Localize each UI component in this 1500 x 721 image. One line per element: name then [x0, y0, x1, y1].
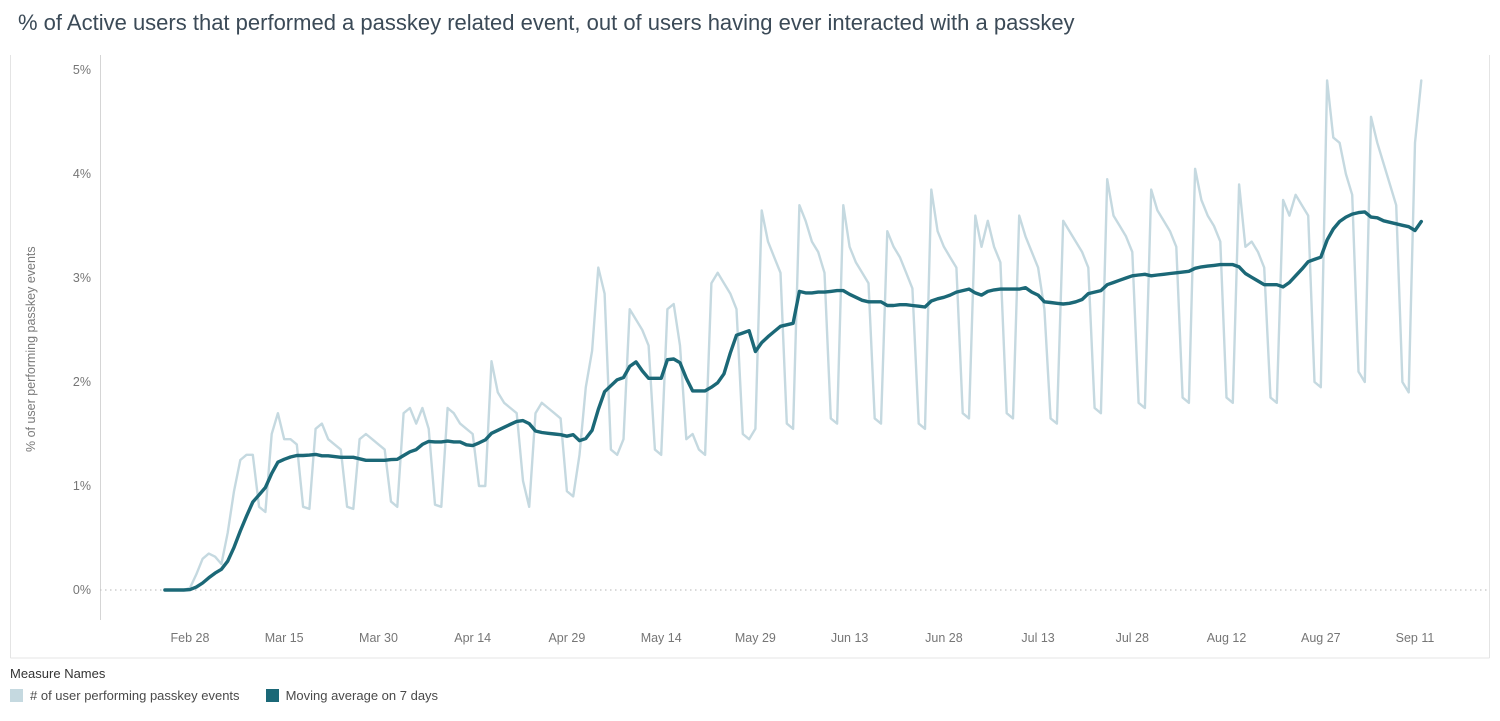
line-chart[interactable]: 0% 1% 2% 3% 4% 5% Feb 28 Mar 15 Mar 30 Apr 14 Apr … — [0, 0, 1500, 660]
series-daily-line[interactable] — [163, 79, 1423, 592]
x-tick-label: Aug 12 — [1207, 631, 1247, 645]
legend-label-moving-average: Moving average on 7 days — [285, 688, 439, 703]
x-tick-label: Mar 30 — [359, 631, 398, 645]
x-tick-label: Jun 28 — [925, 631, 963, 645]
x-tick-label: Feb 28 — [171, 631, 210, 645]
x-tick-label: Apr 29 — [548, 631, 585, 645]
legend-rows: # of user performing passkey events Movi… — [10, 688, 1490, 703]
y-tick-label: 5% — [73, 63, 91, 77]
series-moving-average-line[interactable] — [163, 210, 1424, 592]
legend-title: Measure Names — [10, 666, 106, 681]
x-tick-label: Jul 13 — [1021, 631, 1054, 645]
legend-entry-daily[interactable]: # of user performing passkey events — [10, 688, 240, 703]
x-tick-label: Jul 28 — [1116, 631, 1149, 645]
x-tick-label: Jun 13 — [831, 631, 869, 645]
y-tick-label: 4% — [73, 167, 91, 181]
y-tick-label: 1% — [73, 479, 91, 493]
x-tick-label: Mar 15 — [265, 631, 304, 645]
x-tick-label: Sep 11 — [1396, 631, 1435, 645]
legend-label-daily: # of user performing passkey events — [30, 688, 240, 703]
legend-entry-moving-average[interactable]: Moving average on 7 days — [265, 688, 439, 703]
x-tick-label: May 14 — [641, 631, 682, 645]
legend-swatch-moving-average-icon[interactable] — [265, 689, 279, 702]
x-tick-label: Apr 14 — [454, 631, 491, 645]
y-tick-label: 0% — [73, 583, 91, 597]
x-tick-label: May 29 — [735, 631, 776, 645]
y-tick-label: 3% — [73, 271, 91, 285]
legend-swatch-daily-icon[interactable] — [10, 689, 23, 702]
x-tick-label: Aug 27 — [1301, 631, 1341, 645]
chart-title: % of Active users that performed a passk… — [18, 10, 1075, 35]
legend: Measure Names # of user performing passk… — [10, 666, 1490, 703]
y-tick-label: 2% — [73, 375, 91, 389]
